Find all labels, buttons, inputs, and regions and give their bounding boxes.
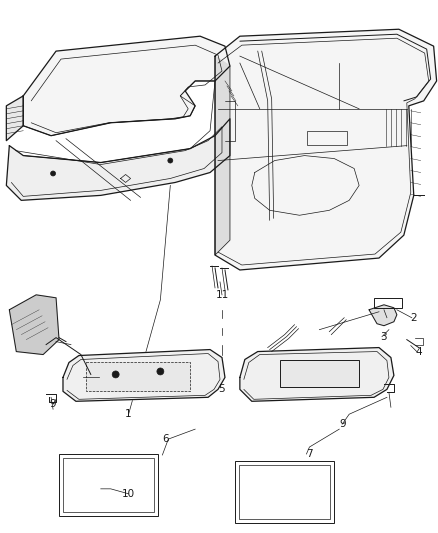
Polygon shape — [6, 119, 230, 200]
Text: 10: 10 — [122, 489, 135, 499]
Polygon shape — [215, 29, 436, 270]
Text: 11: 11 — [215, 290, 228, 300]
Circle shape — [112, 371, 119, 378]
Polygon shape — [239, 348, 393, 401]
Polygon shape — [215, 56, 230, 255]
Polygon shape — [9, 295, 59, 354]
Bar — [86, 361, 190, 391]
Bar — [279, 360, 358, 387]
Text: 4: 4 — [414, 346, 421, 357]
Circle shape — [156, 368, 163, 375]
Bar — [373, 298, 401, 308]
Text: 7: 7 — [305, 449, 312, 459]
Polygon shape — [368, 305, 396, 326]
Circle shape — [50, 171, 56, 176]
Bar — [234, 461, 333, 523]
Circle shape — [167, 158, 173, 163]
Bar — [63, 458, 154, 512]
Bar — [307, 131, 346, 144]
Text: 2: 2 — [410, 313, 416, 323]
Polygon shape — [63, 350, 224, 401]
Text: 3: 3 — [380, 332, 386, 342]
Text: 9: 9 — [49, 399, 56, 409]
Polygon shape — [6, 96, 23, 141]
Text: 6: 6 — [162, 434, 168, 444]
Text: 9: 9 — [338, 419, 345, 429]
Bar — [59, 454, 158, 516]
Text: 5: 5 — [218, 384, 225, 394]
Polygon shape — [23, 36, 230, 136]
Text: 1: 1 — [125, 409, 131, 419]
Bar — [238, 465, 329, 519]
